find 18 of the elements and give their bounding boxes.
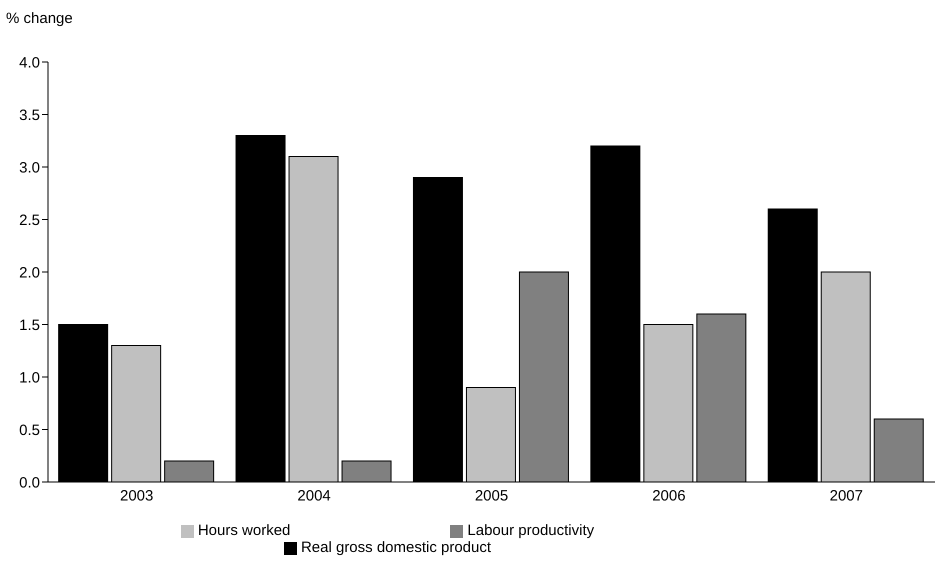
y-tick-label: 1.5 bbox=[19, 316, 40, 334]
legend-label: Labour productivity bbox=[467, 522, 594, 539]
legend-label: Real gross domestic product bbox=[300, 539, 492, 556]
y-tick-label: 0.0 bbox=[19, 474, 40, 492]
y-axis-title: % change bbox=[6, 10, 73, 27]
x-tick-label: 2004 bbox=[297, 488, 331, 505]
y-tick-label: 3.0 bbox=[19, 159, 40, 176]
y-tick-label: 4.0 bbox=[19, 54, 40, 72]
x-tick-label: 2006 bbox=[652, 488, 686, 505]
y-tick-label: 2.0 bbox=[19, 264, 40, 282]
y-tick-label: 2.5 bbox=[19, 212, 40, 229]
x-tick-label: 2007 bbox=[830, 488, 863, 505]
x-tick-label: 2003 bbox=[120, 488, 154, 505]
legend-label: Hours worked bbox=[198, 522, 290, 539]
y-tick-label: 3.5 bbox=[19, 106, 40, 124]
y-tick-label: 0.5 bbox=[19, 422, 40, 439]
x-tick-label: 2005 bbox=[474, 488, 508, 505]
y-tick-label: 1.0 bbox=[19, 369, 40, 386]
